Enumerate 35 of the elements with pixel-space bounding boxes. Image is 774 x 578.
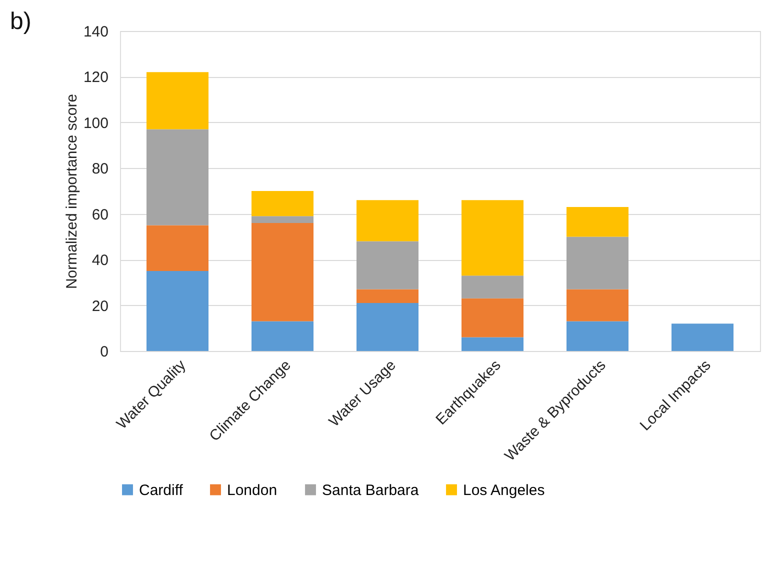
bar: [146, 129, 208, 226]
y-tick-label: 40: [92, 252, 108, 270]
bar: [146, 72, 208, 130]
legend-label: London: [227, 482, 278, 499]
legend-label: Los Angeles: [463, 482, 545, 499]
y-tick-label: 80: [92, 160, 108, 178]
y-tick-label: 140: [83, 24, 108, 40]
bar: [566, 289, 628, 322]
bar: [252, 191, 314, 216]
bar: [146, 271, 208, 351]
y-tick-label: 120: [83, 69, 108, 86]
bar: [356, 241, 418, 290]
bar: [252, 223, 314, 322]
bar: [356, 200, 418, 242]
bar: [356, 289, 418, 303]
bar: [566, 236, 628, 290]
bar: [462, 200, 524, 276]
y-tick-label: 100: [83, 114, 108, 132]
y-axis-title: Normalized importance score: [63, 94, 80, 290]
legend-label: Santa Barbara: [322, 482, 420, 499]
chart-title: b): [10, 8, 32, 35]
bar: [672, 324, 734, 351]
bar: [462, 276, 524, 298]
y-tick-label: 0: [100, 344, 108, 360]
bar: [146, 225, 208, 271]
bar: [252, 216, 314, 223]
bar: [566, 207, 628, 237]
y-tick-label: 60: [92, 206, 108, 224]
bar: [252, 321, 314, 351]
bar: [566, 321, 628, 351]
legend-label: Cardiff: [139, 482, 184, 499]
bar: [356, 303, 418, 351]
bar: [462, 298, 524, 338]
bar: [462, 337, 524, 351]
y-tick-label: 20: [92, 298, 108, 315]
